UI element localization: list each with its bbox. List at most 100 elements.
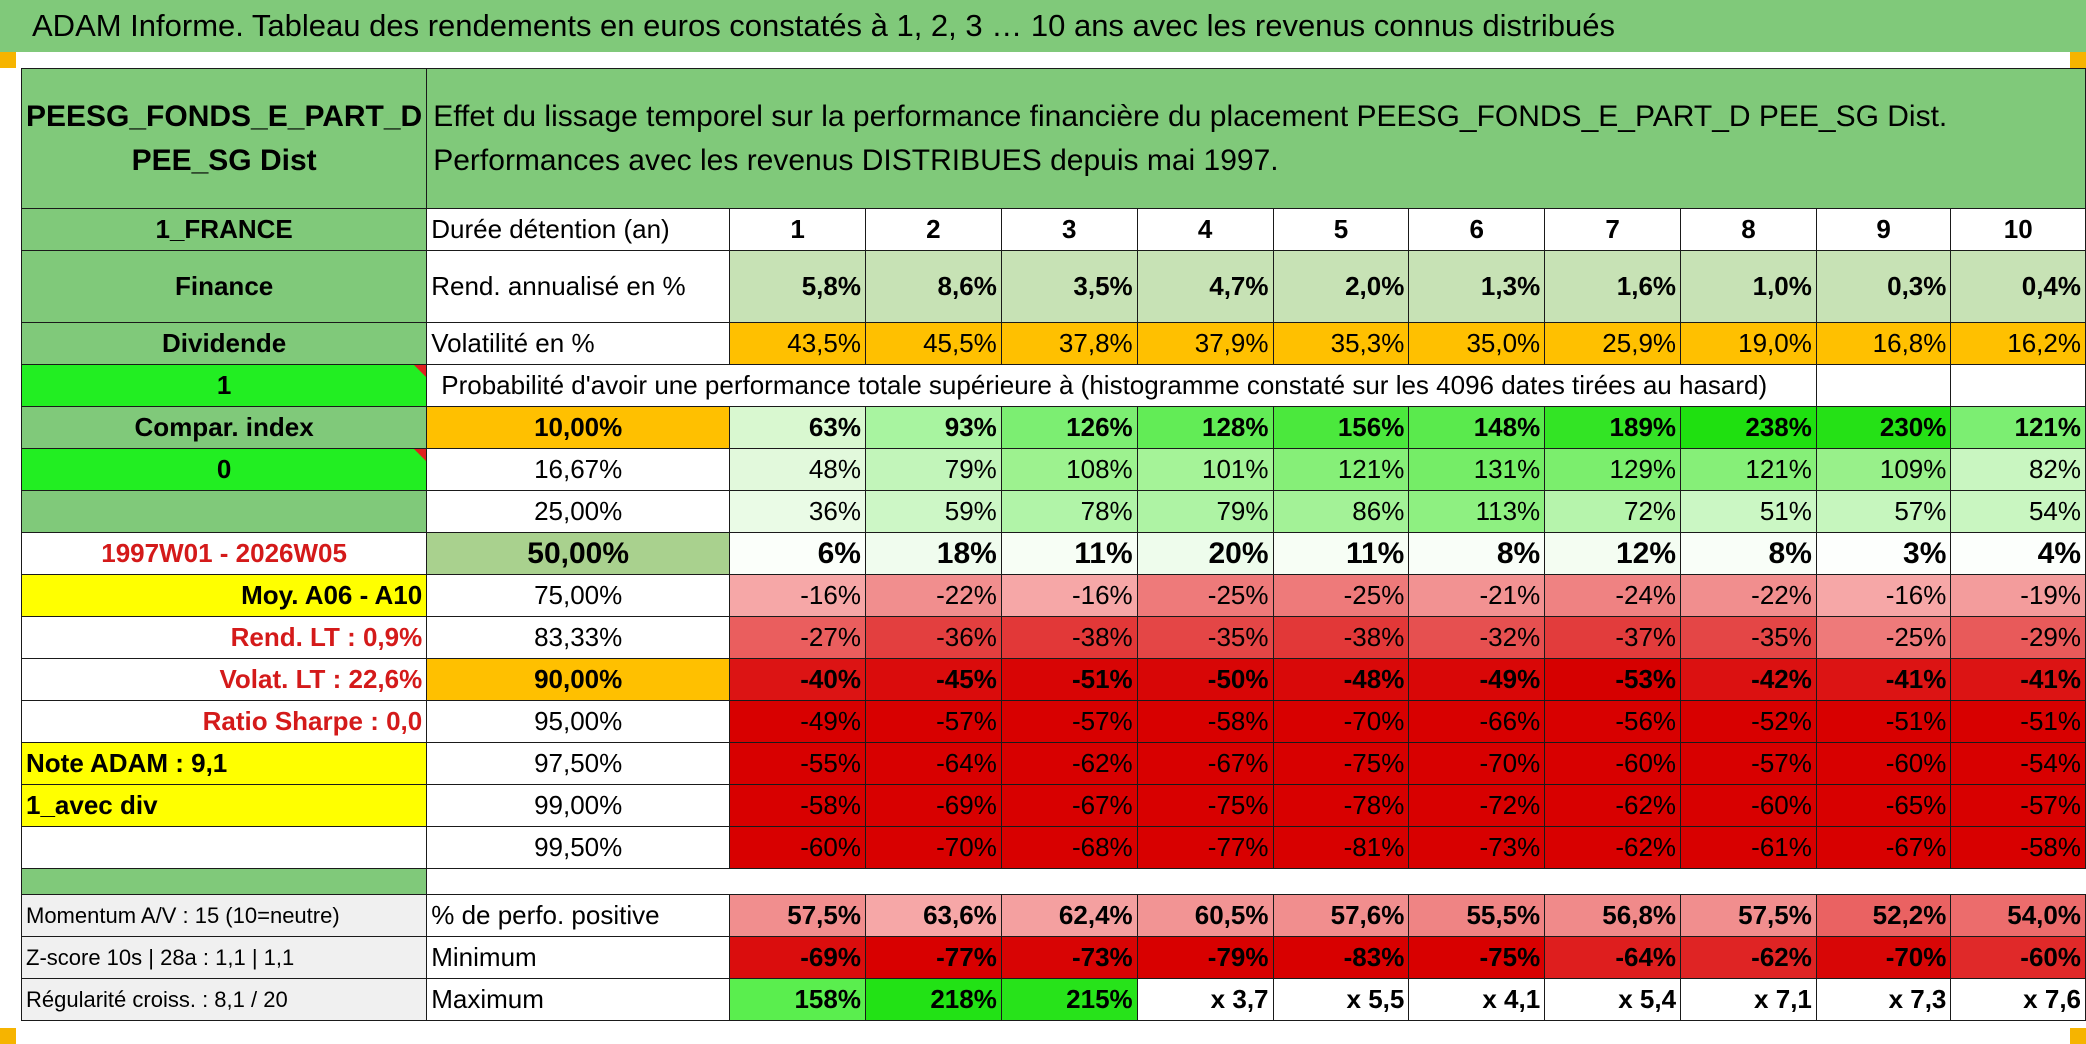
minimum-value: -70% — [1815, 936, 1952, 979]
annualized-return-value: 1,6% — [1544, 250, 1682, 323]
probability-value: -62% — [1544, 826, 1682, 869]
volatility-value: 19,0% — [1680, 322, 1817, 365]
probability-value: -56% — [1544, 700, 1682, 743]
probability-value: -75% — [1272, 742, 1410, 785]
minimum-value: -73% — [1000, 936, 1138, 979]
probability-value: -41% — [1950, 658, 2086, 701]
probability-value: -58% — [1136, 700, 1274, 743]
annualized-return-row: Finance Rend. annualisé en % 5,8% 8,6% 3,5% 4… — [20, 250, 2086, 323]
probability-value: -70% — [1408, 742, 1546, 785]
probability-value: 63% — [729, 406, 866, 449]
sharpe-ratio: Ratio Sharpe : 0,0 — [20, 700, 428, 743]
spacer-green — [20, 868, 428, 895]
probability-value: -41% — [1815, 658, 1952, 701]
probability-value: -75% — [1136, 784, 1274, 827]
average-label: Moy. A06 - A10 — [20, 574, 428, 617]
probability-value: 230% — [1815, 406, 1952, 449]
minimum-value: -62% — [1680, 936, 1817, 979]
maximum-value: x 7,3 — [1815, 978, 1952, 1021]
probability-value: -61% — [1680, 826, 1817, 869]
probability-value: -65% — [1815, 784, 1952, 827]
probability-value: -29% — [1950, 616, 2086, 659]
probability-value: 59% — [864, 490, 1002, 533]
probability-value: 156% — [1272, 406, 1410, 449]
maximum-value: 215% — [1000, 978, 1138, 1021]
maximum-value: 218% — [864, 978, 1002, 1021]
probability-value: 121% — [1272, 448, 1410, 491]
volatility-label: Volatilité en % — [426, 322, 731, 365]
probability-value: -50% — [1136, 658, 1274, 701]
probability-row: Rend. LT : 0,9% 83,33% -27% -36% -38% -35% -38… — [20, 616, 2086, 659]
flag-zero: 0 — [20, 448, 428, 491]
positive-performance-value: 56,8% — [1544, 894, 1682, 937]
probability-value: -58% — [729, 784, 866, 827]
volatility-value: 35,0% — [1408, 322, 1546, 365]
probability-value: 108% — [1000, 448, 1138, 491]
duration-header: 5 — [1272, 208, 1410, 251]
probability-row: Moy. A06 - A10 75,00% -16% -22% -16% -25% -25%… — [20, 574, 2086, 617]
probability-value: -60% — [1815, 742, 1952, 785]
duration-header: 9 — [1815, 208, 1952, 251]
probability-value: -38% — [1000, 616, 1138, 659]
minimum-value: -64% — [1544, 936, 1682, 979]
empty-cell — [1950, 364, 2086, 407]
probability-value: 51% — [1680, 490, 1817, 533]
duration-header: 7 — [1544, 208, 1682, 251]
probability-value: -62% — [1544, 784, 1682, 827]
annualized-return-value: 2,0% — [1272, 250, 1410, 323]
returns-table: PEESG_FONDS_E_PART_D PEE_SG Dist Effet d… — [20, 68, 2086, 1021]
probability-value: -24% — [1544, 574, 1682, 617]
probability-value: -32% — [1408, 616, 1546, 659]
long-term-return: Rend. LT : 0,9% — [20, 616, 428, 659]
probability-row: 1997W01 - 2026W05 50,00% 6% 18% 11% 20% 11% 8% 1… — [20, 532, 2086, 575]
probability-value: -16% — [1000, 574, 1138, 617]
minimum-value: -77% — [864, 936, 1002, 979]
probability-threshold: 83,33% — [426, 616, 731, 659]
probability-value: -22% — [1680, 574, 1817, 617]
probability-value: -27% — [729, 616, 866, 659]
annualized-return-value: 0,4% — [1950, 250, 2086, 323]
probability-row: Note ADAM : 9,1 97,50% -55% -64% -62% -67% -75… — [20, 742, 2086, 785]
spacer — [426, 868, 2086, 895]
probability-value: -70% — [864, 826, 1002, 869]
probability-value: -57% — [1950, 784, 2086, 827]
minimum-label: Minimum — [426, 936, 731, 979]
volatility-value: 43,5% — [729, 322, 866, 365]
minimum-value: -60% — [1950, 936, 2086, 979]
probability-row: Volat. LT : 22,6% 90,00% -40% -45% -51% -50% -… — [20, 658, 2086, 701]
probability-value: -38% — [1272, 616, 1410, 659]
volatility-row: Dividende Volatilité en % 43,5% 45,5% 37,8% 3… — [20, 322, 2086, 365]
positive-performance-value: 60,5% — [1136, 894, 1274, 937]
zscore-label: Z-score 10s | 28a : 1,1 | 1,1 — [20, 936, 428, 979]
volatility-value: 35,3% — [1272, 322, 1410, 365]
probability-value: -77% — [1136, 826, 1274, 869]
probability-value: -58% — [1950, 826, 2086, 869]
probability-threshold: 25,00% — [426, 490, 731, 533]
annualized-return-label: Rend. annualisé en % — [426, 250, 731, 323]
adam-note: Note ADAM : 9,1 — [20, 742, 428, 785]
probability-value: -35% — [1136, 616, 1274, 659]
probability-value: 57% — [1815, 490, 1952, 533]
maximum-value: x 3,7 — [1136, 978, 1274, 1021]
probability-value: -42% — [1680, 658, 1817, 701]
probability-value: -60% — [1544, 742, 1682, 785]
annualized-return-value: 1,3% — [1408, 250, 1546, 323]
probability-value: 109% — [1815, 448, 1952, 491]
probability-value: -69% — [864, 784, 1002, 827]
probability-value: 8% — [1408, 532, 1546, 575]
minimum-value: -79% — [1136, 936, 1274, 979]
sector-label: Finance — [20, 250, 428, 323]
probability-value: -49% — [729, 700, 866, 743]
annualized-return-value: 8,6% — [864, 250, 1002, 323]
corner-marker-bottom-right — [2070, 1028, 2086, 1044]
probability-row: 0 16,67% 48% 79% 108% 101% 121% 131% 129% 121% 109… — [20, 448, 2086, 491]
probability-value: -53% — [1544, 658, 1682, 701]
probability-value: -35% — [1680, 616, 1817, 659]
duration-label: Durée détention (an) — [426, 208, 731, 251]
volatility-value: 16,8% — [1815, 322, 1952, 365]
probability-value: -51% — [1950, 700, 2086, 743]
probability-value: 72% — [1544, 490, 1682, 533]
probability-value: -81% — [1272, 826, 1410, 869]
probability-value: -16% — [729, 574, 866, 617]
probability-value: 36% — [729, 490, 866, 533]
